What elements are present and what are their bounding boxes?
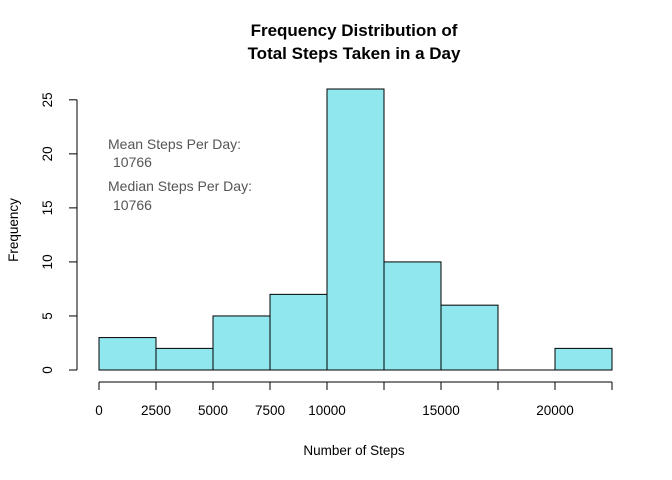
- histogram-bar: [212, 315, 271, 371]
- mean-label: Mean Steps Per Day:: [108, 136, 241, 152]
- histogram-bars: [98, 88, 613, 371]
- chart-title-line-1: Frequency Distribution of: [251, 21, 458, 40]
- histogram-bar: [383, 261, 442, 371]
- histogram-bar: [98, 337, 157, 371]
- x-tick-label: 0: [95, 403, 103, 418]
- chart-title-line-2: Total Steps Taken in a Day: [248, 44, 461, 63]
- x-axis: 0 2500 5000 7500 10000 15000 20000: [95, 381, 613, 418]
- x-tick-label: 20000: [536, 403, 574, 418]
- x-tick-label: 10000: [308, 403, 346, 418]
- y-tick-label: 20: [40, 146, 55, 161]
- median-label: Median Steps Per Day:: [108, 178, 252, 194]
- histogram-bar: [269, 293, 328, 371]
- y-axis: 0 5 10 15 20 25: [40, 92, 78, 374]
- y-tick-label: 5: [40, 312, 55, 320]
- x-axis-label: Number of Steps: [303, 443, 405, 458]
- y-tick-label: 25: [40, 92, 55, 107]
- histogram-bar: [440, 304, 499, 371]
- y-axis-label: Frequency: [6, 198, 21, 262]
- histogram-bar: [554, 347, 613, 371]
- x-tick-label: 5000: [198, 403, 228, 418]
- y-tick-label: 15: [40, 200, 55, 215]
- y-tick-label: 10: [40, 254, 55, 269]
- histogram-bar: [155, 347, 214, 371]
- y-tick-label: 0: [40, 366, 55, 374]
- x-tick-label: 15000: [422, 403, 460, 418]
- mean-value: 10766: [113, 154, 152, 170]
- median-value: 10766: [113, 197, 152, 213]
- x-tick-label: 7500: [255, 403, 285, 418]
- histogram-bar: [326, 88, 385, 371]
- x-tick-label: 2500: [141, 403, 171, 418]
